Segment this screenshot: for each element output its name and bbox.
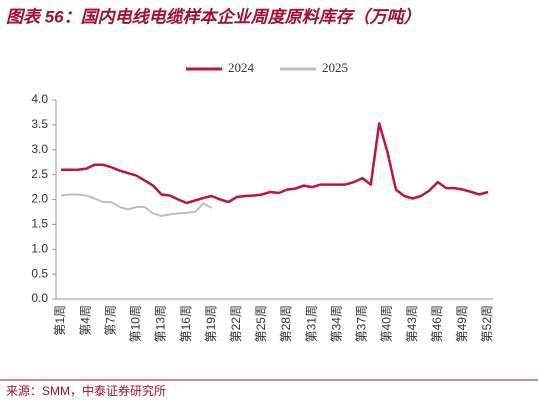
x-tick-label: 第1周 [53,305,67,336]
x-tick-label: 第43周 [405,305,419,342]
chart-title: 图表 56：国内电线电缆样本企业周度原料库存（万吨） [6,7,421,26]
x-tick-label: 第52周 [480,305,494,342]
series-line [60,193,213,217]
x-tick-label: 第28周 [279,305,293,342]
y-tick-label: 1.5 [31,217,48,231]
x-tick-label: 第4周 [78,305,92,336]
x-tick-label: 第40周 [380,305,394,342]
y-tick-label: 2.5 [31,167,48,181]
y-tick-label: 4.0 [31,92,48,106]
x-tick-label: 第37周 [355,305,369,342]
x-tick-label: 第46周 [430,305,444,342]
y-tick-label: 0.5 [31,266,48,280]
legend-label: 2025 [322,60,348,75]
x-tick-label: 第49周 [455,305,469,342]
y-tick-label: 1.0 [31,241,48,255]
x-tick-label: 第31周 [304,305,318,342]
x-tick-label: 第7周 [103,305,117,336]
x-tick-label: 第16周 [179,305,193,342]
x-tick-label: 第13周 [154,305,168,342]
legend-label: 2024 [228,60,255,75]
source: 来源：SMM，中泰证券研究所 [6,383,166,398]
x-tick-label: 第25周 [254,305,268,342]
y-tick-label: 3.5 [31,117,48,131]
series-line [61,122,489,205]
y-tick-label: 3.0 [31,142,48,156]
y-tick-label: 2.0 [31,192,48,206]
x-tick-label: 第22周 [229,305,243,342]
x-tick-label: 第34周 [329,305,343,342]
x-tick-label: 第10周 [129,305,143,342]
y-tick-label: 0.0 [31,291,48,305]
x-tick-label: 第19周 [204,305,218,342]
